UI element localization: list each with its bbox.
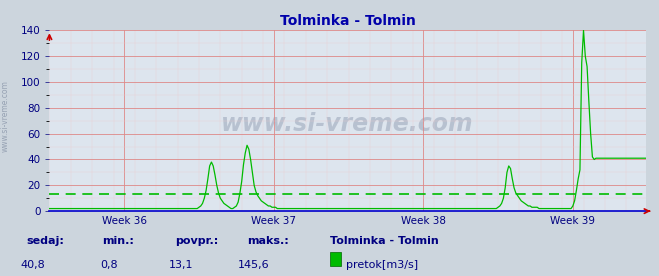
Text: min.:: min.: <box>102 236 134 246</box>
Text: 40,8: 40,8 <box>20 260 45 270</box>
Text: 0,8: 0,8 <box>100 260 117 270</box>
Text: Tolminka - Tolmin: Tolminka - Tolmin <box>330 236 438 246</box>
Text: www.si-vreme.com: www.si-vreme.com <box>1 80 10 152</box>
Text: pretok[m3/s]: pretok[m3/s] <box>346 260 418 270</box>
Text: 145,6: 145,6 <box>238 260 270 270</box>
Title: Tolminka - Tolmin: Tolminka - Tolmin <box>279 14 416 28</box>
Text: maks.:: maks.: <box>247 236 289 246</box>
Text: 13,1: 13,1 <box>169 260 194 270</box>
Text: www.si-vreme.com: www.si-vreme.com <box>221 112 474 136</box>
Text: povpr.:: povpr.: <box>175 236 218 246</box>
Text: sedaj:: sedaj: <box>26 236 64 246</box>
